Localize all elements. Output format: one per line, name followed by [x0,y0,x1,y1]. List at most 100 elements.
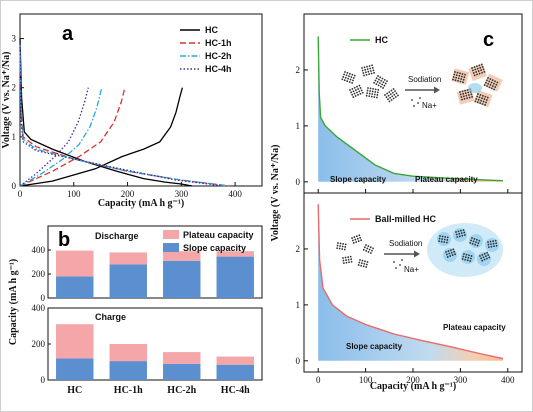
b-bar-plateau-hc [56,324,94,359]
c-x-tick-label: 0 [316,375,321,385]
carbon-atom [461,234,464,237]
carbon-atom [341,248,344,250]
carbon-atom [366,92,368,95]
carbon-atom [338,247,341,250]
carbon-atom [494,86,497,89]
c-area-1 [318,204,503,361]
carbon-atom [474,243,477,246]
carbon-atom [457,77,460,80]
b-bar-slope-hc [56,358,94,380]
carbon-atom [461,258,464,260]
na-ion-label: Na+ [404,265,419,274]
carbon-atom [348,81,351,83]
carbon-atom [484,103,487,106]
carbon-layer-cluster [471,63,486,77]
c-y-tick-label: 2 [296,65,301,75]
carbon-atom [380,79,383,82]
carbon-atom [387,98,389,101]
na-ion [411,99,413,101]
carbon-atom [360,264,363,267]
carbon-atom [455,233,458,236]
carbon-atom [362,248,365,251]
b-x-category-label: HC [67,385,82,396]
carbon-atom [351,73,354,76]
carbon-atom [345,74,348,77]
b-y-tick-label: 0 [41,375,46,385]
carbon-atom [454,71,456,73]
carbon-atom [490,245,493,248]
sodiation-label: Sodiation [408,75,441,84]
a-legend-label: HC-4h [205,64,232,74]
b-bar-slope-hc [56,276,94,298]
na-ion [417,102,419,104]
carbon-atom [457,79,459,82]
c-x-tick-label: 200 [406,375,420,385]
carbon-atom [478,72,481,75]
carbon-atom [478,96,481,99]
carbon-atom [359,236,362,239]
carbon-atom [489,78,492,80]
carbon-atom [367,87,369,89]
carbon-atom [342,259,345,262]
carbon-atom [493,245,495,248]
carbon-atom [443,241,446,243]
carbon-atom [384,94,386,96]
b-bar-plateau-hc-2h [163,352,201,364]
carbon-atom [365,249,368,252]
carbon-atom [481,103,484,105]
carbon-atom [475,71,478,73]
carbon-atom [479,255,481,257]
na-ion [399,264,401,266]
carbon-atom [353,74,356,77]
carbon-atom [481,254,484,256]
carbon-atom [496,81,499,84]
carbon-atom [441,235,444,238]
carbon-atom [464,73,466,76]
carbon-atom [445,241,448,244]
carbon-atom [367,251,370,253]
carbon-atom [446,236,449,239]
carbon-atom [381,83,384,86]
carbon-atom [344,243,347,246]
panel-b-discharge-frame [47,225,263,299]
carbon-atom [464,256,467,259]
carbon-atom [382,87,385,89]
carbon-atom [369,70,372,72]
carbon-atom [462,95,465,98]
carbon-atom [357,240,360,243]
c-legend-label: Ball-milled HC [375,214,437,224]
carbon-atom [451,254,454,257]
carbon-atom [485,101,487,104]
carbon-atom [463,234,466,236]
carbon-atom [488,256,491,259]
b-bar-plateau-hc-4h [216,356,254,365]
carbon-atom [495,83,498,86]
carbon-atom [372,69,375,72]
carbon-atom [444,236,447,238]
carbon-atom [452,78,454,81]
carbon-atom [379,76,382,79]
c-legend-label: HC [375,35,388,45]
carbon-atom [462,229,465,231]
carbon-atom [365,266,368,268]
carbon-atom [375,77,378,80]
panel-c-y-axis-label: Voltage (V vs. Na⁺/Na) [270,145,281,242]
carbon-atom [463,97,466,100]
carbon-atom [471,237,473,239]
carbon-atom [356,85,358,88]
carbon-atom [478,64,481,67]
carbon-layer-cluster [361,64,375,77]
carbon-atom [394,96,397,98]
panel-a-x-axis-label: Capacity (mA h g⁻¹) [98,198,184,209]
carbon-atom [354,95,357,97]
carbon-atom [461,90,464,93]
na-ion-label: Na+ [422,101,437,110]
carbon-atom [382,81,385,84]
carbon-atom [467,256,470,259]
carbon-atom [488,80,491,83]
a-series-hc-1h-charge [19,87,126,187]
carbon-atom [490,81,493,84]
carbon-atom [480,69,483,72]
carbon-atom [373,81,375,84]
carbon-atom [397,94,399,97]
